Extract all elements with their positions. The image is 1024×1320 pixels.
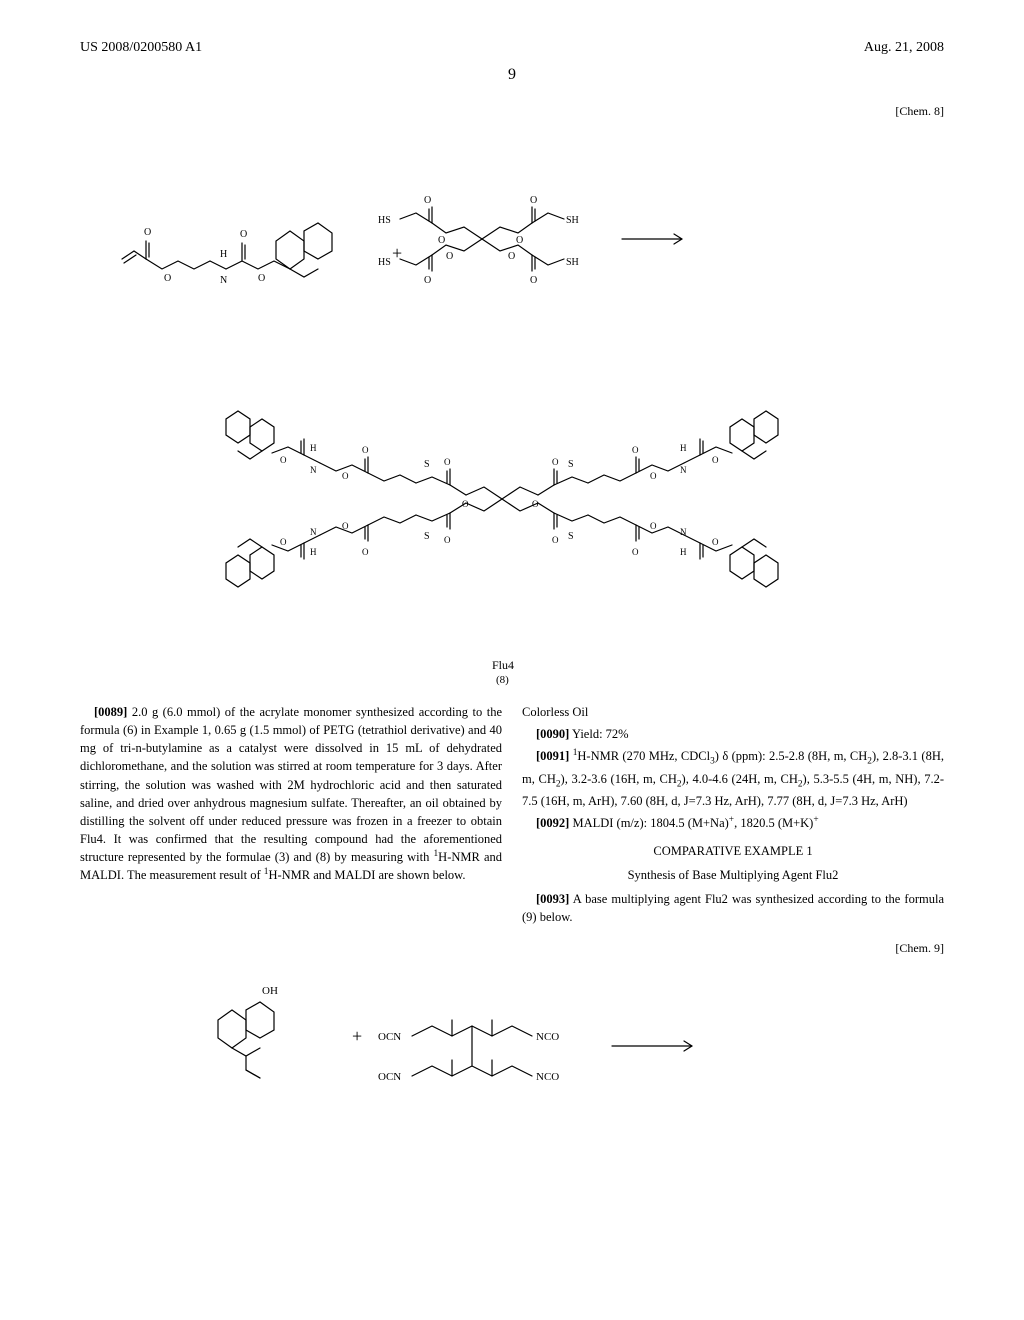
synthesis-subheading: Synthesis of Base Multiplying Agent Flu2 <box>522 866 944 884</box>
svg-text:O: O <box>552 457 559 467</box>
svg-text:N: N <box>220 275 227 286</box>
chemical-scheme-9: OH + OCN NCO OCN NCO <box>80 966 944 1106</box>
svg-text:Flu4: Flu4 <box>492 658 514 672</box>
svg-text:N: N <box>310 465 317 475</box>
svg-text:HS: HS <box>378 257 391 268</box>
para-0093: [0093] A base multiplying agent Flu2 was… <box>522 890 944 926</box>
para-num-0090: [0090] <box>536 727 569 741</box>
svg-text:O: O <box>530 195 537 206</box>
page-number: 9 <box>80 66 944 84</box>
svg-text:H: H <box>680 443 687 453</box>
svg-text:H: H <box>220 249 227 260</box>
svg-text:O: O <box>632 445 639 455</box>
para-0093-text: A base multiplying agent Flu2 was synthe… <box>522 892 944 924</box>
para-0091: [0091] 1H-NMR (270 MHz, CDCl3) δ (ppm): … <box>522 747 944 809</box>
svg-text:O: O <box>342 521 349 531</box>
patent-number: US 2008/0200580 A1 <box>80 40 202 56</box>
svg-text:O: O <box>650 471 657 481</box>
svg-text:S: S <box>424 459 430 470</box>
svg-text:O: O <box>240 229 247 240</box>
svg-text:H: H <box>310 547 317 557</box>
svg-text:+: + <box>352 1026 362 1046</box>
svg-text:OCN: OCN <box>378 1031 401 1043</box>
svg-text:O: O <box>280 455 287 465</box>
svg-text:O: O <box>424 275 431 286</box>
svg-text:N: N <box>680 465 687 475</box>
maldi-text1: MALDI (m/z): 1804.5 (M+Na) <box>569 816 728 830</box>
body-columns: [0089] 2.0 g (6.0 mmol) of the acrylate … <box>80 699 944 931</box>
svg-text:+: + <box>392 243 402 263</box>
svg-text:O: O <box>712 455 719 465</box>
svg-text:O: O <box>362 445 369 455</box>
para-num-0091: [0091] <box>536 749 569 763</box>
svg-text:N: N <box>310 527 317 537</box>
svg-text:O: O <box>280 537 287 547</box>
svg-text:(8): (8) <box>496 674 509 686</box>
svg-text:O: O <box>532 499 539 509</box>
chem8-svg: O O H N O O + SH O <box>102 129 922 689</box>
chem-label-8: [Chem. 8] <box>80 104 944 119</box>
svg-text:O: O <box>342 471 349 481</box>
svg-text:SH: SH <box>566 257 579 268</box>
nmr-seg4: ), 4.0-4.6 (24H, m, CH <box>682 772 798 786</box>
colorless-oil: Colorless Oil <box>522 703 944 721</box>
comparative-example-heading: COMPARATIVE EXAMPLE 1 <box>522 842 944 860</box>
svg-text:OH: OH <box>262 985 278 997</box>
svg-text:NCO: NCO <box>536 1071 559 1083</box>
para-0092: [0092] MALDI (m/z): 1804.5 (M+Na) +, 1820… <box>522 814 944 832</box>
svg-text:O: O <box>650 521 657 531</box>
svg-text:O: O <box>530 275 537 286</box>
svg-text:O: O <box>552 535 559 545</box>
svg-text:S: S <box>568 531 574 542</box>
svg-text:O: O <box>712 537 719 547</box>
svg-text:O: O <box>164 273 171 284</box>
svg-text:O: O <box>144 227 151 238</box>
para-num-0093: [0093] <box>536 892 569 906</box>
nmr-seg1: ) δ (ppm): 2.5-2.8 (8H, m, CH <box>715 749 868 763</box>
para-num-0089: [0089] <box>94 705 127 719</box>
svg-text:O: O <box>508 251 515 262</box>
nmr-seg3: ), 3.2-3.6 (16H, m, CH <box>561 772 677 786</box>
publication-date: Aug. 21, 2008 <box>864 40 944 56</box>
chem-label-9: [Chem. 9] <box>80 941 944 956</box>
svg-text:O: O <box>632 547 639 557</box>
para-0090: [0090] Yield: 72% <box>522 725 944 743</box>
svg-text:O: O <box>446 251 453 262</box>
chem9-svg: OH + OCN NCO OCN NCO <box>152 966 872 1106</box>
svg-text:OCN: OCN <box>378 1071 401 1083</box>
svg-text:O: O <box>438 235 445 246</box>
svg-text:N: N <box>680 527 687 537</box>
svg-text:O: O <box>424 195 431 206</box>
svg-text:O: O <box>444 535 451 545</box>
svg-text:H: H <box>310 443 317 453</box>
svg-text:S: S <box>424 531 430 542</box>
svg-text:O: O <box>258 273 265 284</box>
svg-text:O: O <box>444 457 451 467</box>
maldi-text2: , 1820.5 (M+K) <box>734 816 813 830</box>
para-0089-text: 2.0 g (6.0 mmol) of the acrylate monomer… <box>80 705 502 864</box>
right-column: Colorless Oil [0090] Yield: 72% [0091] 1… <box>522 699 944 931</box>
nmr-label: H-NMR (270 MHz, CDCl <box>577 749 710 763</box>
svg-text:O: O <box>516 235 523 246</box>
para-0090-text: Yield: 72% <box>569 727 628 741</box>
svg-text:S: S <box>568 459 574 470</box>
para-0089: [0089] 2.0 g (6.0 mmol) of the acrylate … <box>80 703 502 885</box>
svg-text:H: H <box>680 547 687 557</box>
para-num-0092: [0092] <box>536 816 569 830</box>
svg-text:SH: SH <box>566 215 579 226</box>
svg-text:O: O <box>362 547 369 557</box>
svg-text:HS: HS <box>378 215 391 226</box>
svg-text:NCO: NCO <box>536 1031 559 1043</box>
sup-plus2: + <box>813 815 818 825</box>
para-0089-tail2: H-NMR and MALDI are shown below. <box>268 868 465 882</box>
left-column: [0089] 2.0 g (6.0 mmol) of the acrylate … <box>80 699 502 931</box>
chemical-scheme-8: O O H N O O + SH O <box>80 129 944 689</box>
